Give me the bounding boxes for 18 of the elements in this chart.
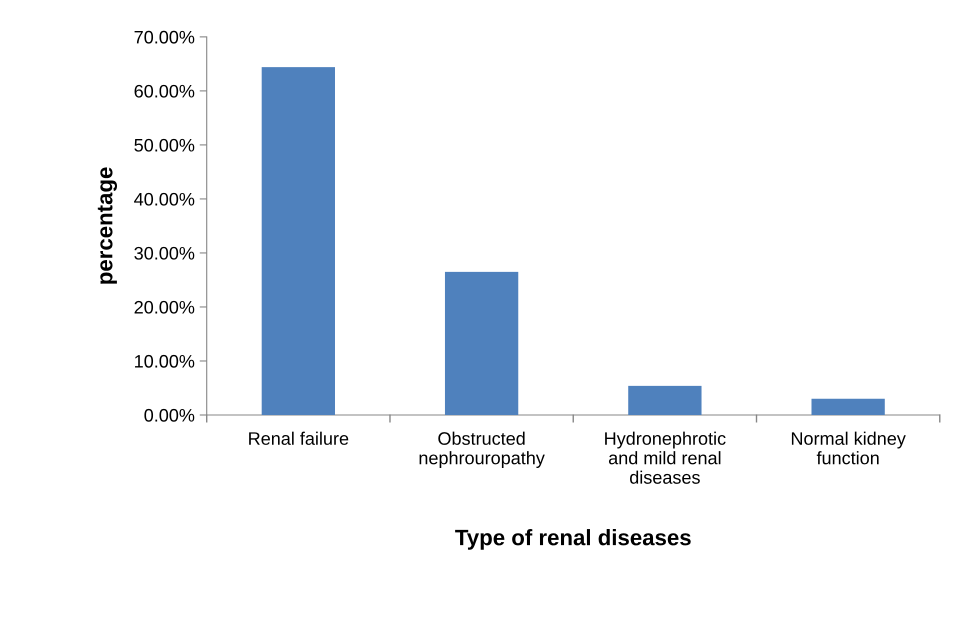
x-tick-label: Obstructed nephrouropathy [420,432,545,468]
x-tick-label: Hydronephrotic and mild renal diseases [605,432,726,484]
x-tick-label: Renal failure [249,432,348,445]
y-tick-label: 0.00% [144,408,194,422]
bar [262,67,335,415]
x-tick-label: Normal kidney function [792,432,906,464]
y-tick-label: 50.00% [134,138,194,152]
x-axis-title: Type of renal diseases [455,529,691,550]
bar [444,272,518,415]
y-tick-label: 30.00% [134,246,194,260]
bar [811,398,885,415]
y-tick-label: 60.00% [134,84,194,98]
y-tick-label: 20.00% [134,300,194,314]
bar [628,386,702,415]
y-tick-label: 10.00% [135,354,194,368]
y-tick-label: 40.00% [134,192,194,206]
y-axis-title: percentage [98,167,118,284]
y-tick-label: 70.00% [134,30,194,44]
